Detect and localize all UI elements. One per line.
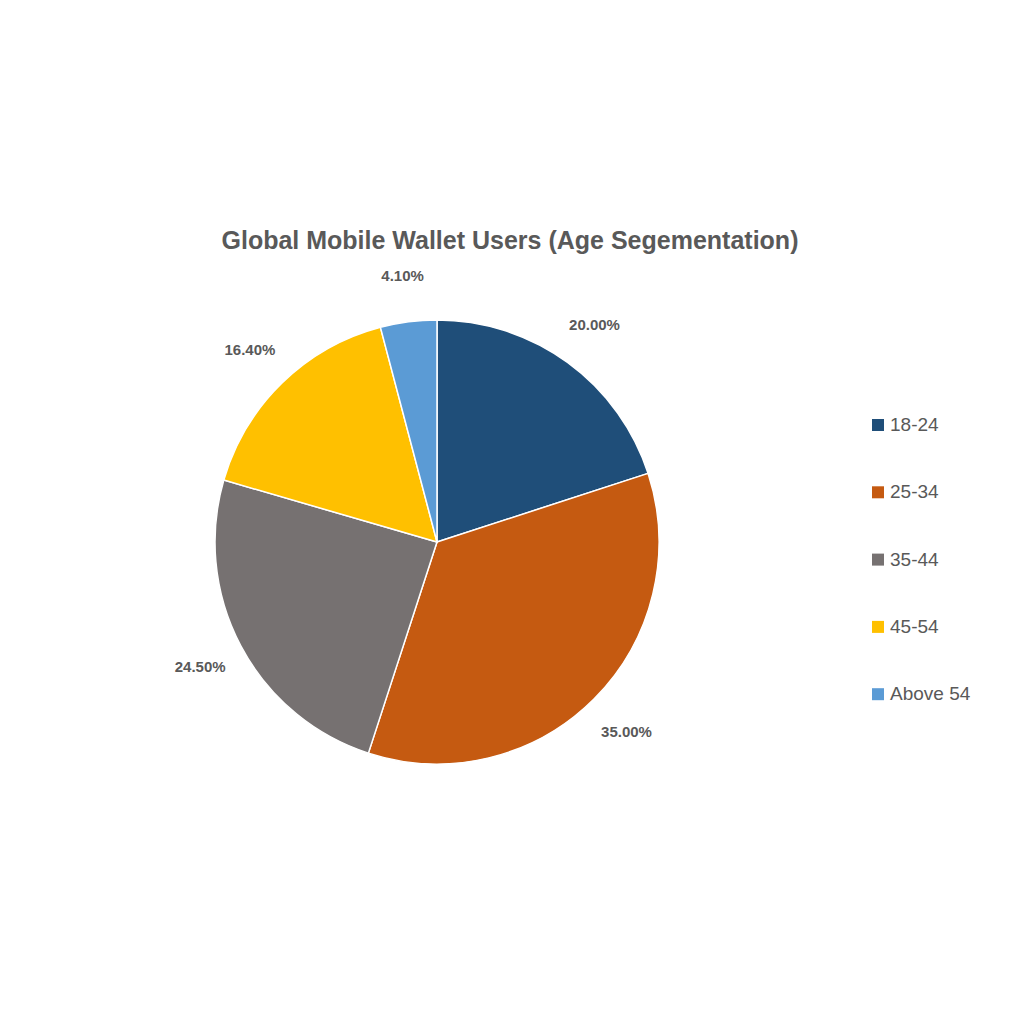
legend-swatch: [872, 621, 884, 633]
legend: 18-24 25-34 35-44 45-54 Above 54: [872, 414, 971, 704]
legend-swatch: [872, 486, 884, 498]
chart-svg: Global Mobile Wallet Users (Age Segement…: [0, 0, 1024, 1024]
legend-swatch: [872, 688, 884, 700]
pie-slices: [215, 320, 659, 764]
legend-swatch: [872, 554, 884, 566]
data-label: 20.00%: [569, 316, 620, 333]
legend-label: 18-24: [890, 414, 939, 435]
legend-label: 45-54: [890, 616, 939, 637]
legend-label: Above 54: [890, 683, 971, 704]
legend-swatch: [872, 419, 884, 431]
data-labels: 20.00% 35.00% 24.50% 16.40% 4.10%: [175, 267, 652, 739]
pie-slice: [380, 320, 437, 542]
background: [0, 0, 1024, 1024]
legend-label: 25-34: [890, 481, 939, 502]
data-label: 24.50%: [175, 658, 226, 675]
data-label: 35.00%: [601, 723, 652, 740]
chart-title: Global Mobile Wallet Users (Age Segement…: [222, 226, 799, 254]
chart-container: Global Mobile Wallet Users (Age Segement…: [0, 0, 1024, 1024]
data-label: 16.40%: [224, 341, 275, 358]
data-label: 4.10%: [381, 267, 424, 284]
legend-label: 35-44: [890, 549, 939, 570]
